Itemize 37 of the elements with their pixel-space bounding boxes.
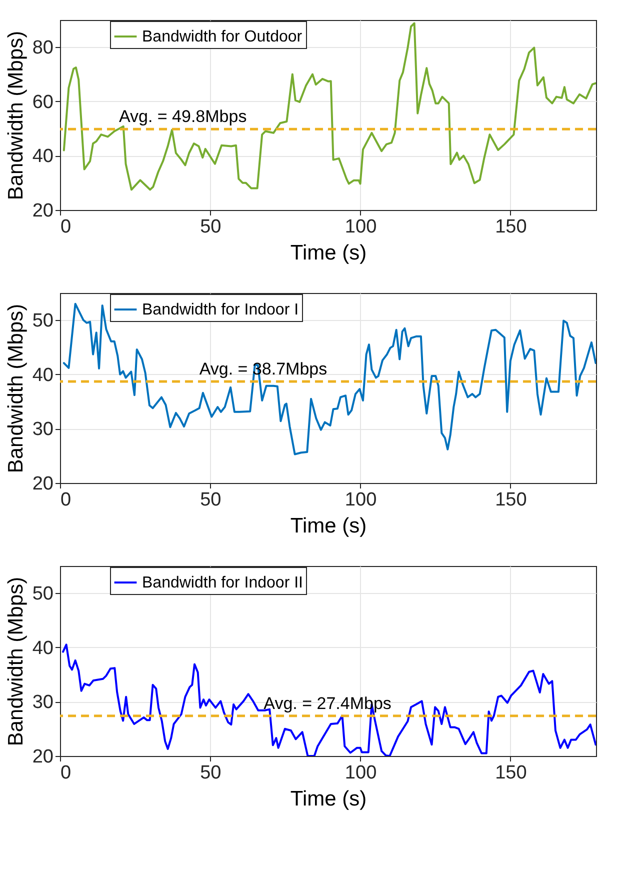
y-tick-label: 20 bbox=[32, 746, 54, 768]
y-axis-title: Bandwidth (Mbps) bbox=[4, 576, 28, 746]
x-tick-label: 100 bbox=[344, 490, 377, 510]
ref-line-label: Avg. = 27.4Mbps bbox=[264, 694, 392, 713]
x-tick-label: 0 bbox=[60, 762, 72, 784]
y-tick-label: 40 bbox=[32, 146, 54, 168]
x-axis-title: Time (s) bbox=[290, 788, 367, 810]
y-tick-label: 60 bbox=[32, 92, 54, 113]
x-tick-label: 150 bbox=[495, 762, 527, 784]
x-tick-label: 100 bbox=[344, 216, 377, 238]
legend-label: Bandwidth for Indoor II bbox=[142, 574, 303, 592]
legend-label: Bandwidth for Outdoor bbox=[142, 28, 303, 46]
x-axis-title: Time (s) bbox=[290, 514, 367, 538]
legend-label: Bandwidth for Indoor I bbox=[142, 302, 299, 318]
y-tick-label: 30 bbox=[32, 692, 54, 714]
y-axis-title: Bandwidth (Mbps) bbox=[4, 304, 28, 474]
x-tick-label: 50 bbox=[200, 490, 222, 510]
x-tick-label: 150 bbox=[495, 216, 527, 238]
x-tick-label: 0 bbox=[60, 490, 72, 510]
y-tick-label: 20 bbox=[32, 474, 54, 494]
y-tick-label: 50 bbox=[32, 310, 54, 332]
y-tick-label: 50 bbox=[32, 584, 54, 605]
y-tick-label: 30 bbox=[32, 419, 54, 440]
x-tick-label: 50 bbox=[200, 762, 222, 784]
y-tick-label: 80 bbox=[32, 38, 54, 59]
line-series bbox=[62, 302, 596, 456]
ref-line-label: Avg. = 49.8Mbps bbox=[118, 107, 247, 126]
x-tick-label: 100 bbox=[344, 762, 377, 784]
y-tick-label: 20 bbox=[32, 200, 54, 222]
x-axis-title: Time (s) bbox=[290, 242, 367, 264]
y-tick-label: 40 bbox=[32, 638, 54, 659]
x-tick-label: 50 bbox=[200, 216, 222, 238]
line-series bbox=[62, 22, 596, 191]
y-axis-title: Bandwidth (Mbps) bbox=[4, 30, 28, 200]
y-tick-label: 40 bbox=[32, 364, 54, 386]
x-tick-label: 150 bbox=[495, 490, 527, 510]
x-tick-label: 0 bbox=[60, 216, 72, 238]
